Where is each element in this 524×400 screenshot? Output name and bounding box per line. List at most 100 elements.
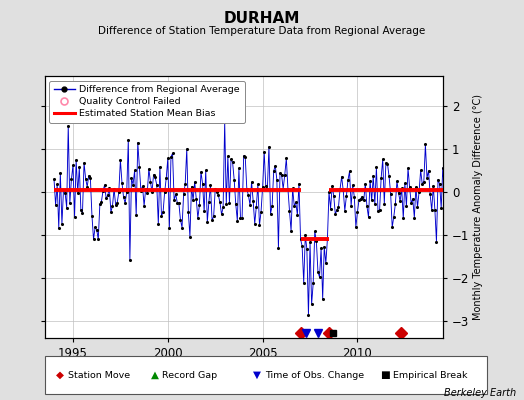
Point (435, 181, 444, 187)
Point (135, 164, 144, 171)
Point (67, 176, 75, 182)
Point (255, 222, 264, 228)
Point (108, 202, 117, 209)
Point (415, 189, 423, 195)
Point (269, 168, 278, 174)
Point (233, 217, 242, 224)
Text: Time of Obs. Change: Time of Obs. Change (265, 370, 364, 380)
Point (396, 198, 405, 204)
Point (383, 160, 391, 167)
Point (342, 193, 351, 200)
Point (178, 224, 186, 231)
Point (182, 146, 191, 152)
Text: ▲: ▲ (150, 370, 159, 380)
Point (442, 195, 450, 201)
Point (276, 170, 284, 176)
Point (331, 211, 340, 218)
Point (118, 180, 126, 186)
Point (104, 192, 112, 199)
Point (297, 236, 305, 242)
Point (216, 199, 224, 206)
Point (402, 203, 411, 210)
Point (334, 204, 343, 210)
Point (138, 183, 147, 190)
Point (236, 215, 245, 222)
Point (345, 168, 354, 174)
Point (268, 203, 276, 209)
Point (197, 169, 205, 175)
Point (421, 141, 430, 148)
Point (61, 189, 69, 196)
Point (263, 186, 271, 192)
Point (406, 184, 414, 190)
Point (213, 188, 221, 195)
Point (173, 199, 181, 206)
Point (192, 196, 201, 202)
Point (149, 172, 158, 178)
Point (306, 239, 314, 246)
Point (75, 164, 83, 170)
Point (417, 167, 425, 174)
Point (58, 221, 66, 227)
Point (232, 201, 240, 207)
Point (385, 173, 393, 180)
Point (407, 200, 416, 206)
Point (235, 165, 243, 172)
Point (162, 175, 170, 182)
Point (246, 202, 254, 208)
Point (399, 215, 408, 222)
Point (295, 180, 303, 187)
Point (361, 180, 369, 187)
Point (174, 200, 183, 206)
Point (288, 185, 297, 192)
Point (287, 228, 295, 234)
Point (72, 157, 80, 163)
Point (247, 179, 256, 185)
Point (137, 188, 145, 194)
Point (53, 181, 61, 188)
Point (143, 190, 151, 196)
Point (93, 226, 101, 233)
Point (410, 214, 419, 221)
Point (381, 160, 390, 166)
Point (88, 212, 96, 219)
Point (130, 167, 139, 174)
Point (94, 236, 103, 242)
Point (50, 176, 58, 182)
Point (271, 162, 279, 169)
Point (393, 178, 401, 184)
Point (124, 136, 133, 143)
Point (308, 301, 316, 308)
Point (404, 165, 412, 171)
Point (205, 199, 213, 205)
Point (319, 296, 327, 302)
Point (443, 203, 452, 210)
Point (372, 164, 380, 170)
Point (439, 164, 447, 171)
Point (333, 207, 341, 213)
Point (434, 176, 442, 183)
Point (260, 149, 268, 155)
Point (317, 245, 325, 252)
Point (355, 196, 363, 203)
Text: Record Gap: Record Gap (162, 370, 217, 380)
Point (73, 189, 82, 196)
Point (241, 154, 249, 160)
Point (112, 202, 120, 208)
Point (96, 201, 104, 208)
Point (293, 212, 302, 218)
Point (369, 173, 377, 180)
Point (375, 207, 384, 214)
Point (168, 150, 177, 156)
Point (330, 193, 338, 199)
Point (424, 168, 433, 174)
Text: Difference of Station Temperature Data from Regional Average: Difference of Station Temperature Data f… (99, 26, 425, 36)
Point (146, 179, 155, 185)
Point (440, 188, 449, 194)
Point (77, 207, 85, 214)
Point (420, 178, 428, 185)
Point (298, 243, 307, 249)
Point (194, 215, 202, 221)
Point (163, 155, 172, 162)
Point (418, 181, 427, 187)
